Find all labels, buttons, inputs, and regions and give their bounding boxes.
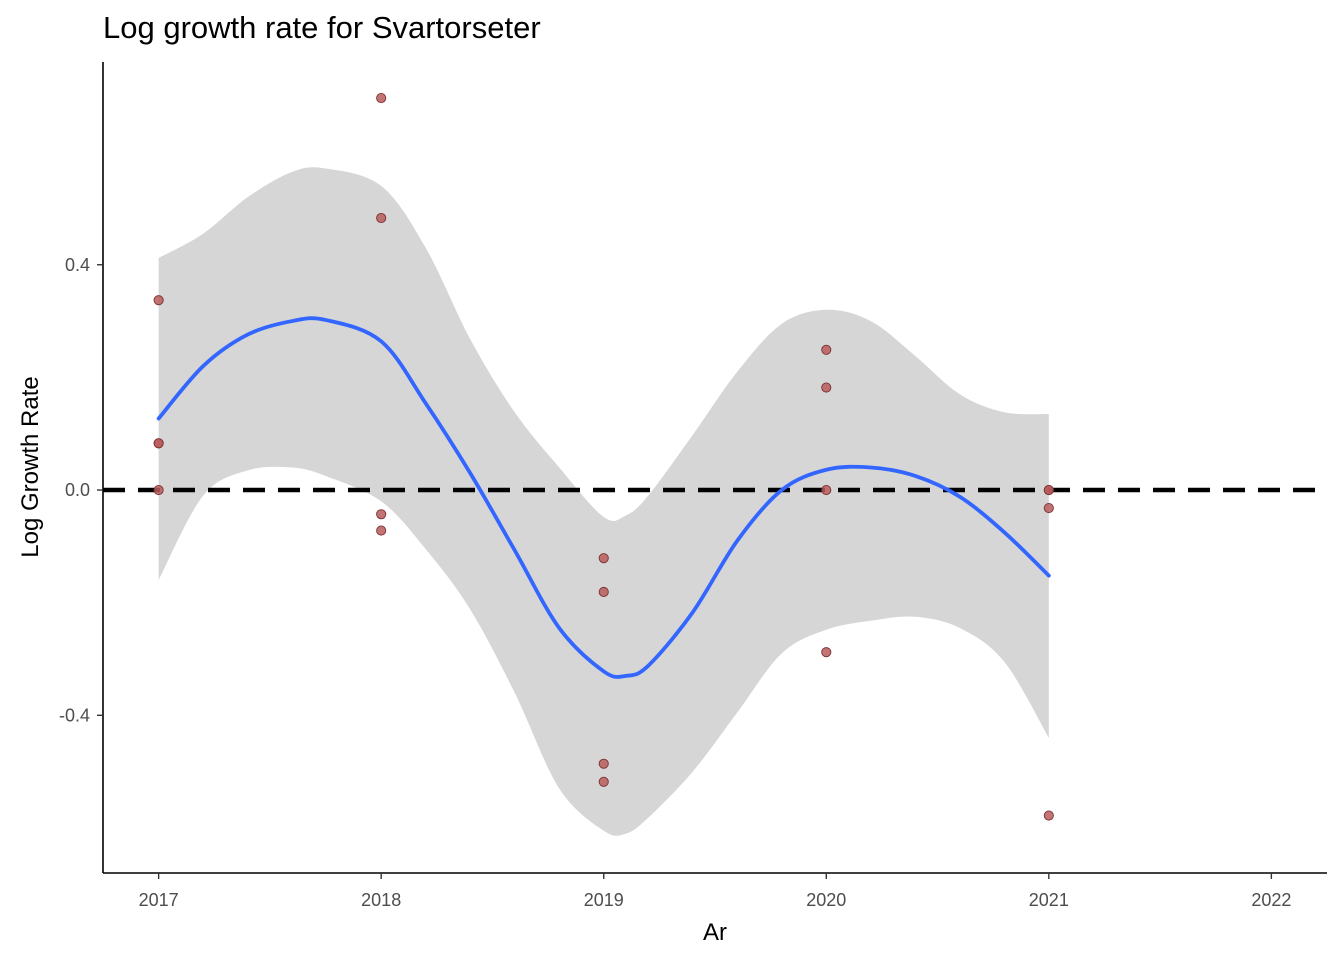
data-point <box>153 295 164 306</box>
x-tick-label: 2019 <box>584 890 624 910</box>
data-point <box>598 758 609 769</box>
x-tick-label: 2022 <box>1251 890 1291 910</box>
data-point <box>153 484 164 496</box>
data-point <box>821 344 832 355</box>
y-tick-label: 0.4 <box>65 255 90 275</box>
chart-title: Log growth rate for Svartorseter <box>103 10 541 45</box>
x-tick-label: 2021 <box>1029 890 1069 910</box>
data-point <box>376 212 387 224</box>
y-tick-label: -0.4 <box>59 705 90 725</box>
data-point <box>1043 810 1054 821</box>
data-point <box>1043 502 1054 514</box>
x-axis-title: Ar <box>703 919 727 946</box>
confidence-band <box>158 167 1049 836</box>
x-tick-label: 2017 <box>139 890 179 910</box>
data-point <box>598 586 609 598</box>
y-axis-title: Log Growth Rate <box>17 376 44 557</box>
data-point <box>821 647 832 658</box>
data-point <box>598 776 609 787</box>
data-point <box>821 484 832 496</box>
x-tick-label: 2018 <box>361 890 401 910</box>
data-point <box>376 92 387 104</box>
data-point <box>153 438 164 449</box>
y-tick-label: 0.0 <box>65 480 90 500</box>
data-point <box>821 382 832 393</box>
data-point <box>598 553 609 564</box>
x-tick-label: 2020 <box>806 890 846 910</box>
data-point <box>1043 484 1054 496</box>
smooth-fit-line <box>156 316 1051 679</box>
data-point <box>376 525 387 536</box>
data-point <box>376 509 387 520</box>
